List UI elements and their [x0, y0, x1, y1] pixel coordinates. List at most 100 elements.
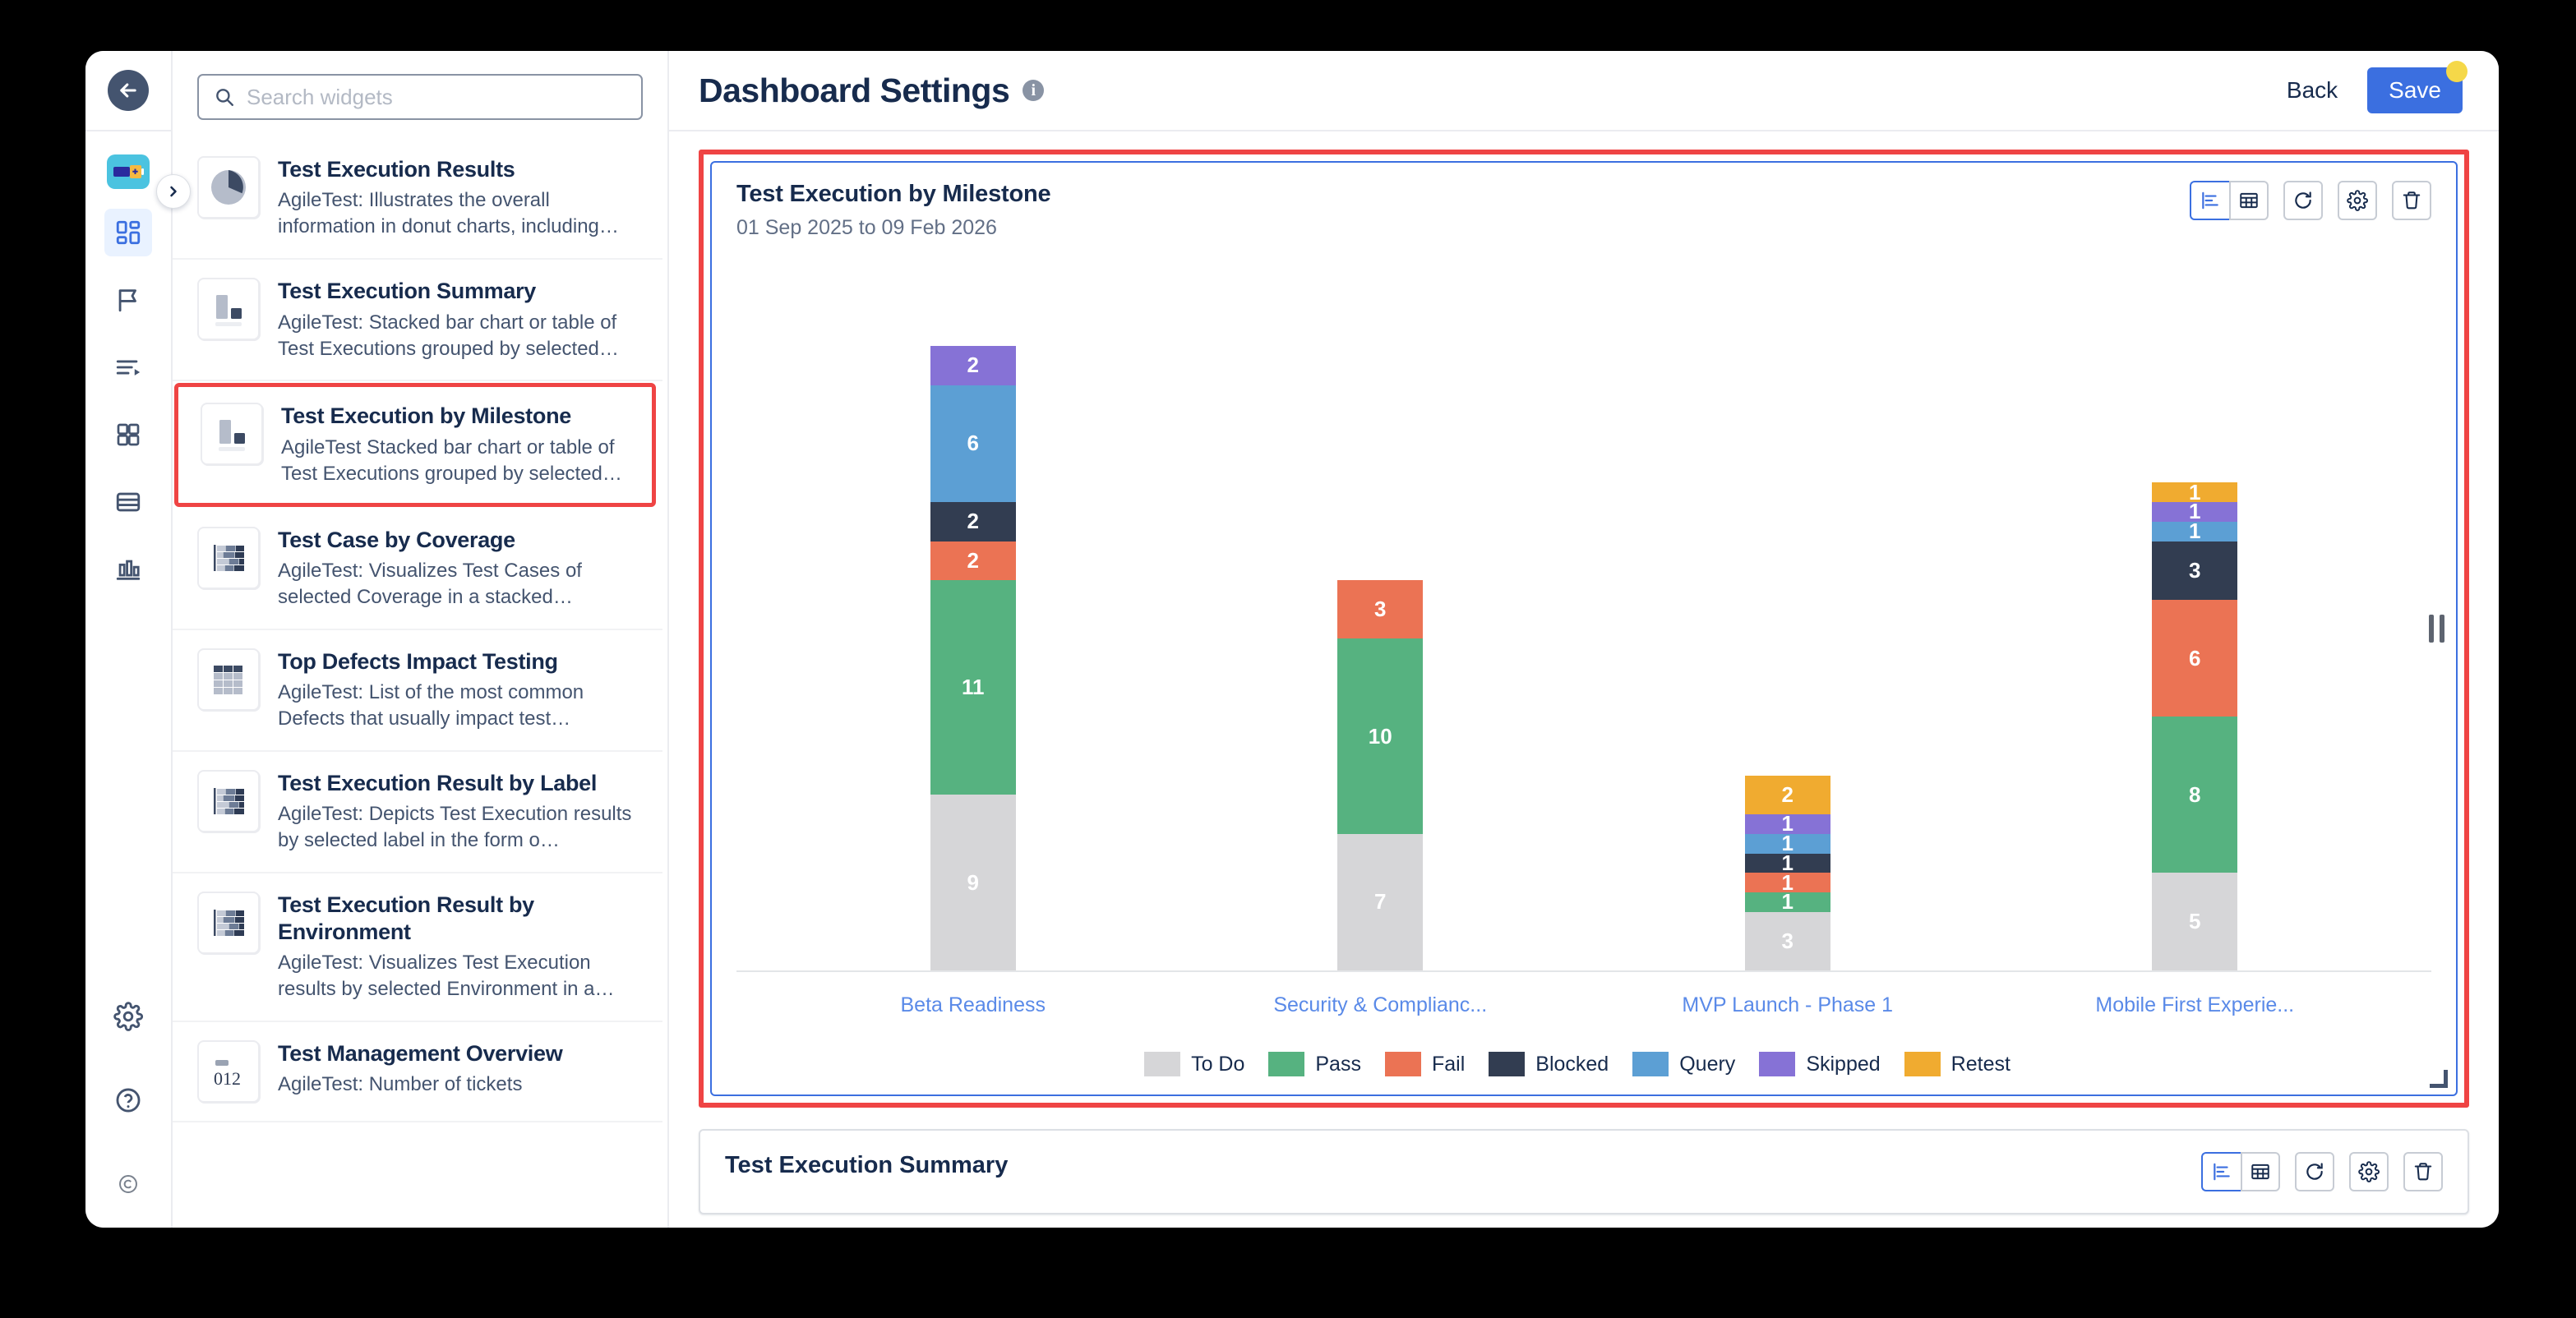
x-axis-label[interactable]: Beta Readiness — [900, 993, 1046, 1016]
main-area: Dashboard Settings i Back Save Test Exec… — [669, 51, 2499, 1228]
bar-column[interactable]: 3 10 7 — [1177, 260, 1585, 970]
list-item-title: Test Execution Result by Label — [278, 771, 598, 796]
bar-segment[interactable]: 3 — [2152, 541, 2238, 600]
bar-segment[interactable]: 11 — [930, 580, 1016, 795]
bar-segment[interactable]: 7 — [1337, 833, 1424, 970]
donut-chart-thumb-icon — [197, 156, 260, 219]
bar-column[interactable]: 2 6 2 2 11 9 — [769, 260, 1177, 970]
bar-segment[interactable]: 8 — [2152, 717, 2238, 873]
chart-view-icon[interactable] — [2190, 181, 2229, 220]
bar-segment[interactable]: 1 — [2152, 521, 2238, 541]
widget-card-test-execution-summary[interactable]: Test Execution Summary — [699, 1129, 2469, 1214]
svg-text:012: 012 — [214, 1068, 241, 1089]
sidebar-item-test-runs[interactable] — [104, 343, 152, 391]
help-icon[interactable] — [104, 1076, 152, 1124]
list-item[interactable]: Test Execution Summary AgileTest: Stacke… — [173, 260, 662, 382]
legend-item[interactable]: Skipped — [1759, 1052, 1881, 1076]
legend-swatch — [1759, 1052, 1796, 1076]
legend-label: Skipped — [1806, 1052, 1881, 1076]
bar-segment[interactable]: 2 — [930, 502, 1016, 541]
list-item-text: Test Management Overview AgileTest: Numb… — [278, 1040, 641, 1098]
list-item-desc: AgileTest: Stacked bar chart or table of… — [278, 311, 619, 360]
bar-segment[interactable]: 3 — [1744, 911, 1830, 970]
stacked-bar[interactable]: 2 6 2 2 11 9 — [930, 346, 1016, 970]
list-item[interactable]: 012 Test Management Overview AgileTest: … — [173, 1022, 662, 1122]
legend-swatch — [1268, 1052, 1305, 1076]
bar-segment[interactable]: 1 — [2152, 502, 2238, 522]
legend-item[interactable]: Query — [1632, 1052, 1735, 1076]
bar-segment[interactable]: 1 — [2152, 482, 2238, 502]
trash-icon[interactable] — [2403, 1152, 2443, 1191]
legend-item[interactable]: Fail — [1384, 1052, 1465, 1076]
search-box[interactable] — [197, 74, 643, 120]
bar-segment[interactable]: 9 — [930, 795, 1016, 970]
gear-icon[interactable] — [104, 993, 152, 1040]
legend-swatch — [1632, 1052, 1669, 1076]
list-item[interactable]: Test Execution Results AgileTest: Illust… — [173, 138, 662, 260]
unsaved-changes-dot — [2446, 61, 2468, 82]
sidebar-item-reports[interactable] — [104, 546, 152, 593]
x-axis-label[interactable]: Security & Complianc... — [1273, 993, 1488, 1016]
bar-segment[interactable]: 1 — [1744, 873, 1830, 892]
list-item-selected[interactable]: Test Execution by Milestone AgileTest St… — [174, 383, 656, 507]
bar-segment[interactable]: 1 — [1744, 814, 1830, 834]
refresh-icon[interactable] — [2295, 1152, 2334, 1191]
widget-list[interactable]: Test Execution Results AgileTest: Illust… — [173, 138, 667, 1228]
sidebar-item-test-plans[interactable] — [104, 411, 152, 459]
bar-segment[interactable]: 1 — [1744, 833, 1830, 854]
widget-resize-handle-right[interactable] — [2429, 615, 2444, 643]
header-actions: Back Save — [2286, 61, 2468, 113]
x-axis-label[interactable]: MVP Launch - Phase 1 — [1682, 993, 1894, 1016]
bar-segment[interactable]: 2 — [930, 346, 1016, 385]
bar-segment[interactable]: 2 — [930, 541, 1016, 580]
bar-segment[interactable]: 5 — [2152, 873, 2238, 970]
legend-item[interactable]: To Do — [1144, 1052, 1244, 1076]
legend-item[interactable]: Blocked — [1489, 1052, 1609, 1076]
widget-resize-handle-corner[interactable] — [2430, 1070, 2448, 1088]
chart-legend: To Do Pass Fail Blocked Query Skipped Retest — [736, 1052, 2431, 1080]
list-item-title: Test Execution Summary — [278, 279, 536, 304]
bar-segment[interactable]: 6 — [2152, 599, 2238, 717]
table-view-icon[interactable] — [2229, 181, 2269, 220]
gear-icon[interactable] — [2338, 181, 2377, 220]
bar-segment[interactable]: 6 — [930, 385, 1016, 502]
list-item[interactable]: Top Defects Impact Testing AgileTest: Li… — [173, 630, 662, 753]
list-item-title: Test Execution by Milestone — [281, 403, 571, 429]
list-item[interactable]: Test Case by Coverage AgileTest: Visuali… — [173, 509, 662, 630]
trash-icon[interactable] — [2392, 181, 2431, 220]
bar-segment[interactable]: 3 — [1337, 580, 1424, 639]
back-button[interactable]: Back — [2286, 77, 2338, 103]
bar-segment[interactable]: 1 — [1744, 892, 1830, 912]
refresh-icon[interactable] — [2283, 181, 2323, 220]
copyright-icon[interactable] — [104, 1160, 152, 1208]
sidebar-item-dashboards[interactable] — [104, 209, 152, 256]
search-input[interactable] — [247, 84, 626, 110]
list-item[interactable]: Test Execution Result by Environment Agi… — [173, 873, 662, 1022]
table-view-icon[interactable] — [2241, 1152, 2280, 1191]
list-item-title: Top Defects Impact Testing — [278, 648, 558, 674]
legend-item[interactable]: Pass — [1268, 1052, 1361, 1076]
list-item[interactable]: Test Execution Result by Label AgileTest… — [173, 752, 662, 874]
x-axis-label[interactable]: Mobile First Experie... — [2095, 993, 2295, 1016]
expand-sidebar-toggle[interactable] — [156, 174, 191, 209]
sidebar-item-test-cases[interactable] — [104, 478, 152, 526]
list-item-title: Test Execution Results — [278, 157, 515, 182]
app-logo-icon[interactable] — [107, 154, 150, 189]
stacked-bar[interactable]: 3 10 7 — [1337, 580, 1424, 970]
bar-segment[interactable]: 10 — [1337, 638, 1424, 834]
back-arrow-icon[interactable] — [108, 70, 149, 111]
widget-header: Test Execution by Milestone 01 Sep 2025 … — [736, 181, 2431, 240]
bar-segment[interactable]: 2 — [1744, 775, 1830, 814]
bar-segment[interactable]: 1 — [1744, 853, 1830, 873]
widget-card-test-execution-by-milestone[interactable]: Test Execution by Milestone 01 Sep 2025 … — [710, 161, 2458, 1096]
gear-icon[interactable] — [2349, 1152, 2389, 1191]
info-icon[interactable]: i — [1023, 80, 1045, 101]
chart-view-icon[interactable] — [2201, 1152, 2241, 1191]
sidebar-item-milestones[interactable] — [104, 276, 152, 324]
save-button[interactable]: Save — [2367, 61, 2468, 113]
legend-item[interactable]: Retest — [1904, 1052, 2010, 1076]
